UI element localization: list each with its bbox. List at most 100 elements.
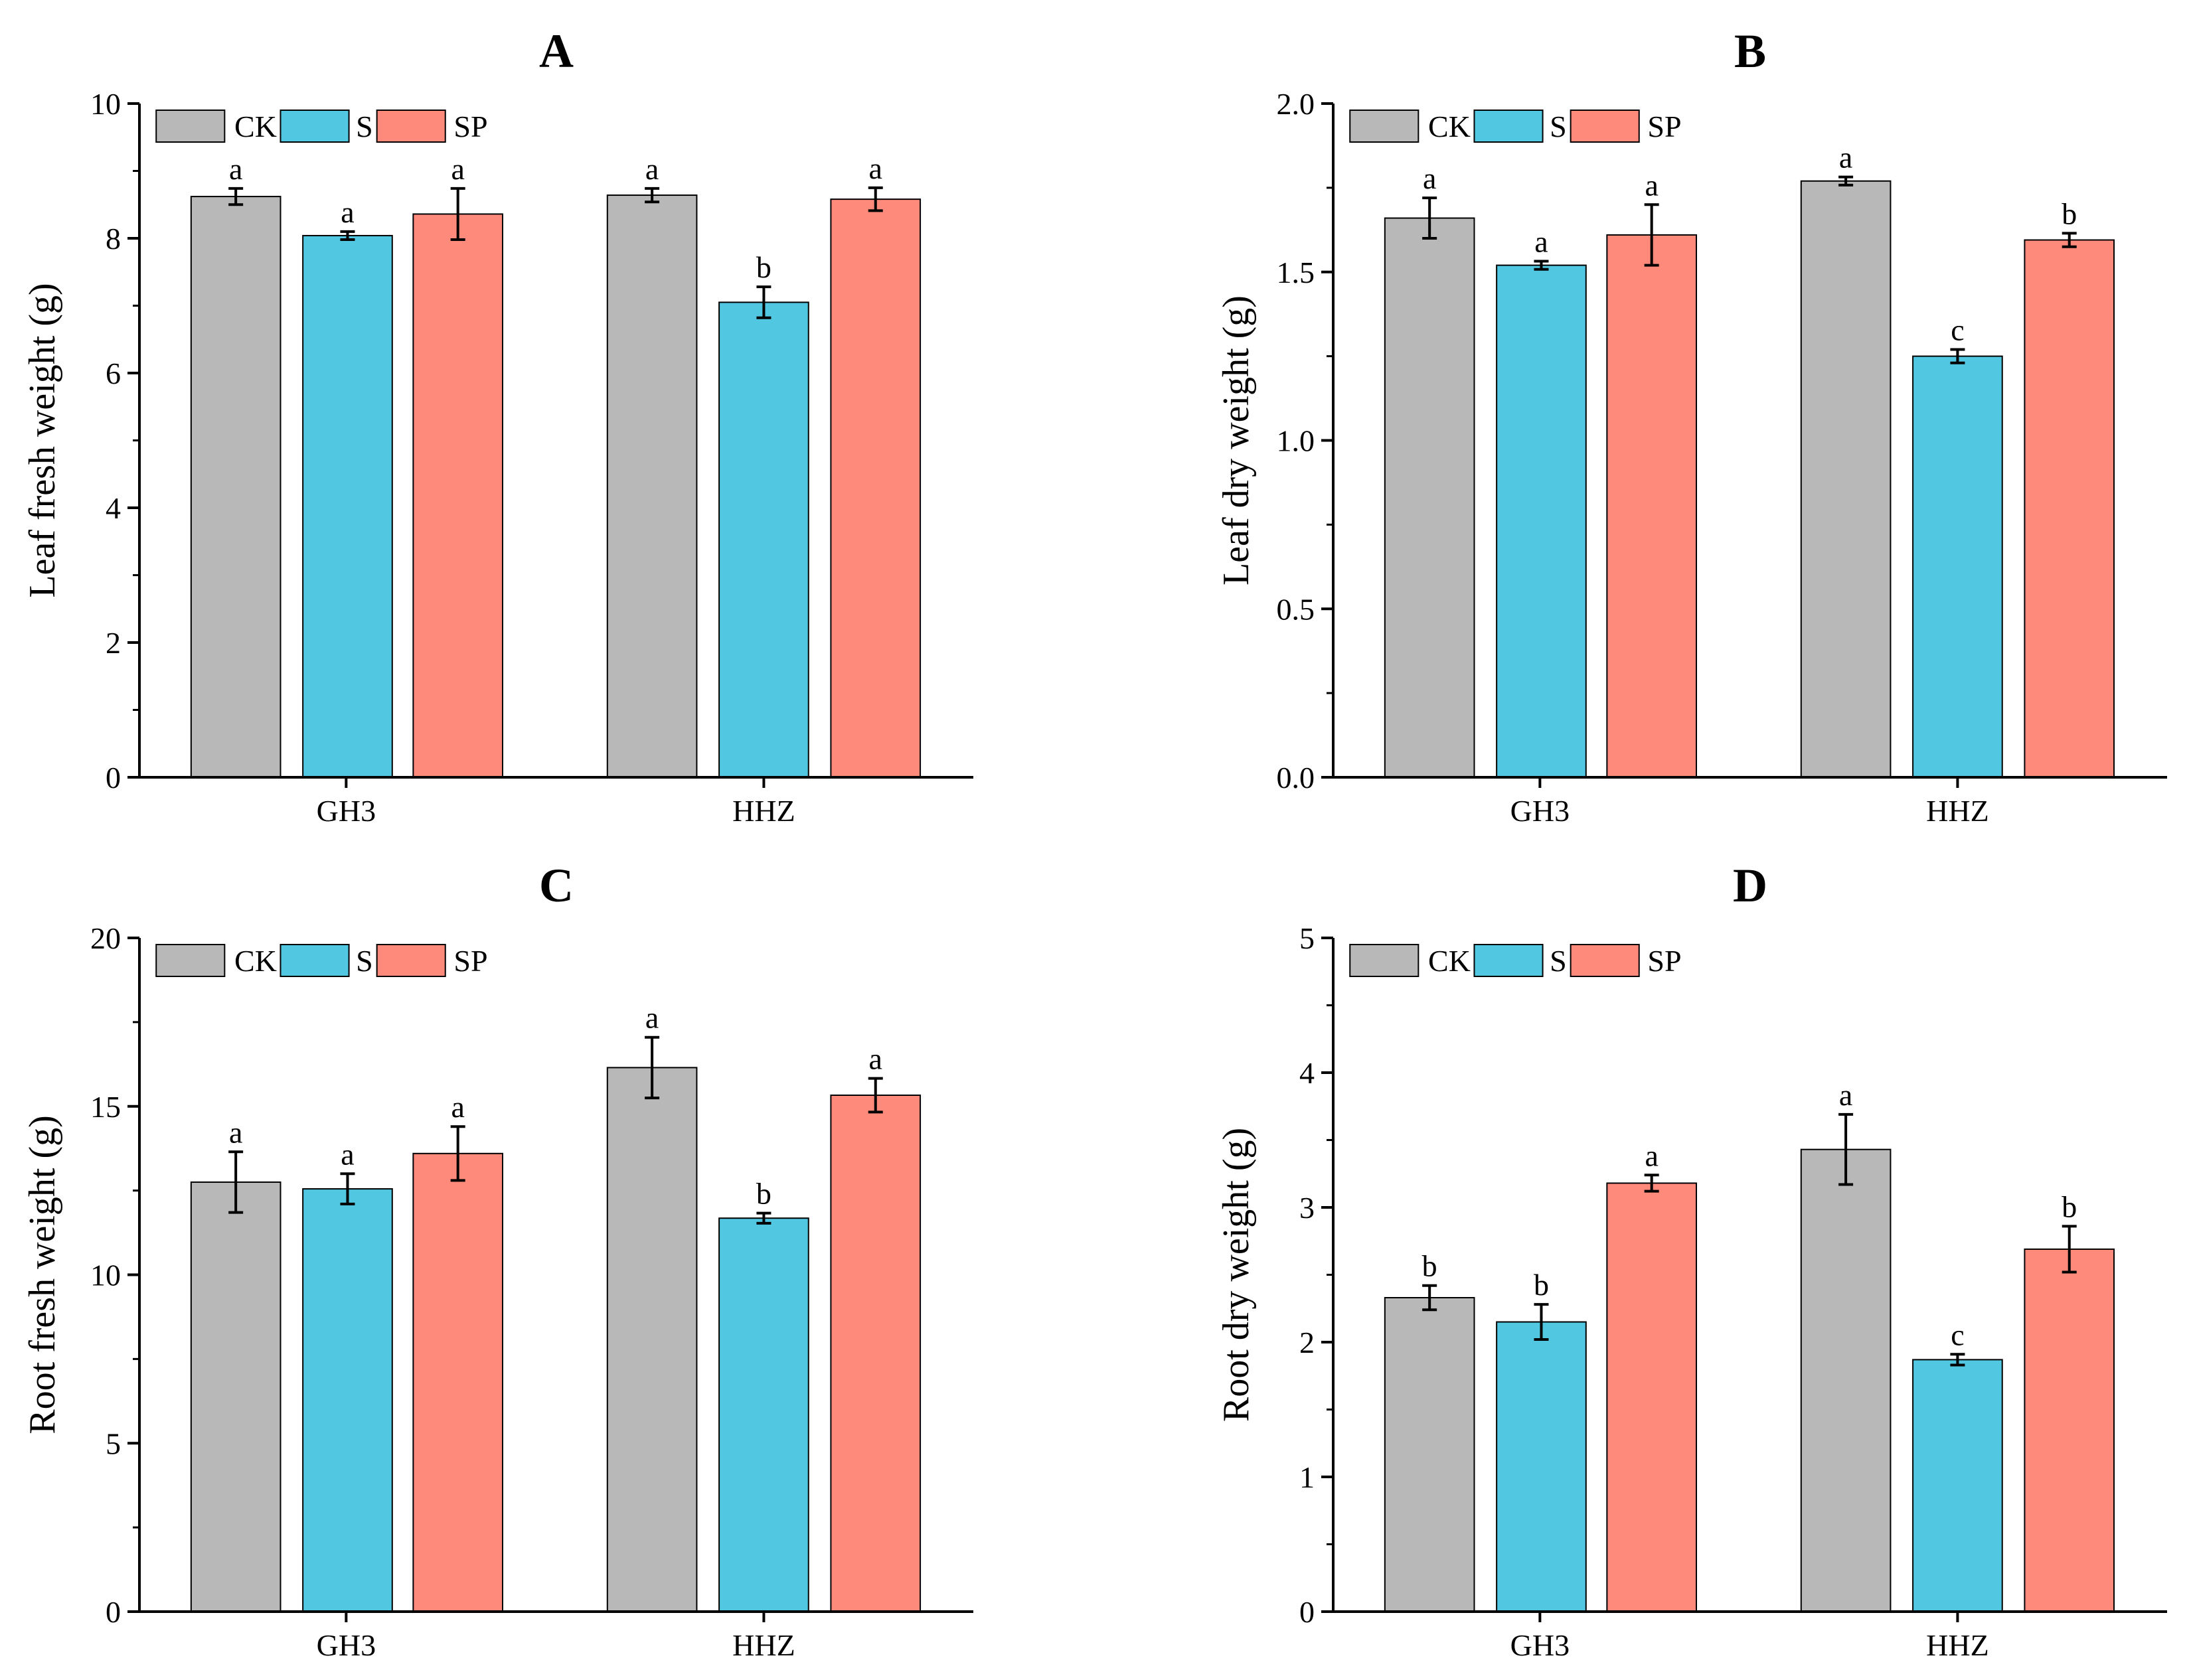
significance-letter: a — [869, 151, 882, 185]
bar-S-GH3 — [1496, 1321, 1587, 1613]
y-tick-label: 0.5 — [1277, 592, 1315, 626]
legend-label-SP: SP — [1647, 944, 1681, 978]
y-tick-label: 10 — [90, 1259, 121, 1292]
legend-label-CK: CK — [1428, 944, 1471, 978]
significance-letter: c — [1951, 313, 1964, 346]
y-tick-label: 5 — [106, 1426, 121, 1460]
legend-swatch-S — [1473, 944, 1544, 977]
y-tick-label: 1.0 — [1277, 424, 1315, 458]
bar-CK-GH3 — [1384, 1297, 1475, 1612]
significance-letter: a — [341, 195, 354, 229]
bar-S-GH3 — [1496, 264, 1587, 779]
bar-SP-GH3 — [1606, 1182, 1698, 1612]
x-tick-label: GH3 — [1510, 794, 1570, 828]
legend-label-CK: CK — [234, 944, 277, 978]
legend-label-CK: CK — [234, 110, 277, 143]
x-tick-label: HHZ — [732, 1628, 795, 1662]
legend-label-S: S — [356, 110, 373, 143]
bar-SP-GH3 — [412, 1152, 504, 1613]
significance-letter: a — [1839, 1078, 1852, 1112]
bar-SP-HHZ — [830, 198, 922, 778]
legend-swatch-SP — [376, 944, 446, 977]
bar-S-GH3 — [302, 1188, 393, 1612]
bar-SP-HHZ — [2024, 239, 2115, 779]
bar-SP-HHZ — [2024, 1248, 2115, 1613]
legend-swatch-CK — [155, 944, 226, 977]
significance-letter: a — [341, 1137, 354, 1171]
y-tick-label: 6 — [106, 356, 121, 390]
y-tick-label: 2 — [106, 626, 121, 660]
legend-label-SP: SP — [1647, 110, 1681, 143]
significance-letter: a — [869, 1042, 882, 1076]
y-axis-label: Root fresh weight (g) — [22, 1115, 63, 1434]
y-tick-label: 5 — [1299, 921, 1315, 955]
significance-letter: a — [451, 1090, 464, 1124]
significance-letter: a — [645, 152, 659, 186]
significance-letter: a — [229, 1115, 242, 1149]
bar-SP-HHZ — [830, 1095, 922, 1612]
y-tick-label: 0 — [106, 1595, 121, 1629]
x-tick-label: GH3 — [317, 794, 376, 828]
significance-letter: a — [229, 152, 242, 186]
significance-letter: a — [645, 1001, 659, 1035]
bar-CK-HHZ — [606, 194, 698, 779]
bar-CK-HHZ — [1800, 1148, 1892, 1612]
y-tick-label: 20 — [90, 921, 121, 955]
y-tick-label: 15 — [90, 1090, 121, 1124]
bar-S-HHZ — [718, 301, 809, 778]
legend-label-SP: SP — [453, 944, 487, 978]
significance-letter: a — [1645, 168, 1658, 202]
legend-label-SP: SP — [453, 110, 487, 143]
legend-label-S: S — [356, 944, 373, 978]
y-tick-label: 8 — [106, 222, 121, 256]
legend-swatch-CK — [1349, 944, 1419, 977]
legend-swatch-S — [1473, 110, 1544, 143]
bar-CK-HHZ — [606, 1067, 698, 1612]
panel-D: Db a b c a b 0 1 2 3 4 5 GH3 HHZ Root dry weight (g) CK… — [1216, 859, 2167, 1662]
bar-CK-GH3 — [190, 196, 282, 778]
panel-title: D — [1733, 859, 1767, 912]
significance-letter: a — [451, 152, 464, 186]
legend-swatch-SP — [1570, 110, 1640, 143]
bar-CK-GH3 — [190, 1181, 282, 1612]
y-tick-label: 4 — [1299, 1056, 1315, 1090]
legend-label-S: S — [1550, 110, 1567, 143]
x-tick-label: GH3 — [1510, 1628, 1570, 1662]
bar-S-HHZ — [1912, 355, 2003, 778]
legend-swatch-S — [280, 110, 350, 143]
legend-swatch-CK — [155, 110, 226, 143]
significance-letter: a — [1423, 161, 1436, 195]
significance-letter: b — [2062, 196, 2077, 230]
significance-letter: b — [756, 250, 771, 284]
panel-A: Aa a a b a a 0 2 4 6 8 10 GH3 HHZ Leaf fresh weight (g… — [22, 25, 973, 828]
x-tick-label: HHZ — [1926, 1628, 1989, 1662]
y-tick-label: 2.0 — [1277, 87, 1315, 121]
y-tick-label: 0.0 — [1277, 761, 1315, 795]
y-tick-label: 4 — [106, 491, 121, 525]
y-tick-label: 0 — [1299, 1595, 1315, 1629]
significance-letter: c — [1951, 1318, 1964, 1351]
panel-title: A — [539, 25, 574, 78]
y-tick-label: 1 — [1299, 1460, 1315, 1494]
significance-letter: a — [1645, 1138, 1658, 1172]
x-tick-label: HHZ — [732, 794, 795, 828]
legend-swatch-SP — [1570, 944, 1640, 977]
legend-label-CK: CK — [1428, 110, 1471, 143]
y-axis-label: Root dry weight (g) — [1216, 1128, 1257, 1422]
legend-label-S: S — [1550, 944, 1567, 978]
y-tick-label: 3 — [1299, 1191, 1315, 1225]
y-tick-label: 10 — [90, 87, 121, 121]
bar-S-HHZ — [718, 1217, 809, 1612]
bar-SP-GH3 — [1606, 234, 1698, 778]
y-tick-label: 1.5 — [1277, 256, 1315, 289]
bar-CK-HHZ — [1800, 180, 1892, 779]
bar-S-GH3 — [302, 234, 393, 778]
bar-SP-GH3 — [412, 213, 504, 778]
significance-letter: b — [1534, 1268, 1549, 1302]
x-tick-label: HHZ — [1926, 794, 1989, 828]
panel-B: Ba a a c a b 0.0 0.5 1.0 1.5 2.0 GH3 HHZ Leaf dry wei… — [1216, 25, 2167, 828]
panel-C: Ca a a b a a 0 5 10 15 20 GH3 HHZ Root fresh weight (… — [22, 859, 973, 1662]
legend-swatch-SP — [376, 110, 446, 143]
bar-S-HHZ — [1912, 1359, 2003, 1612]
